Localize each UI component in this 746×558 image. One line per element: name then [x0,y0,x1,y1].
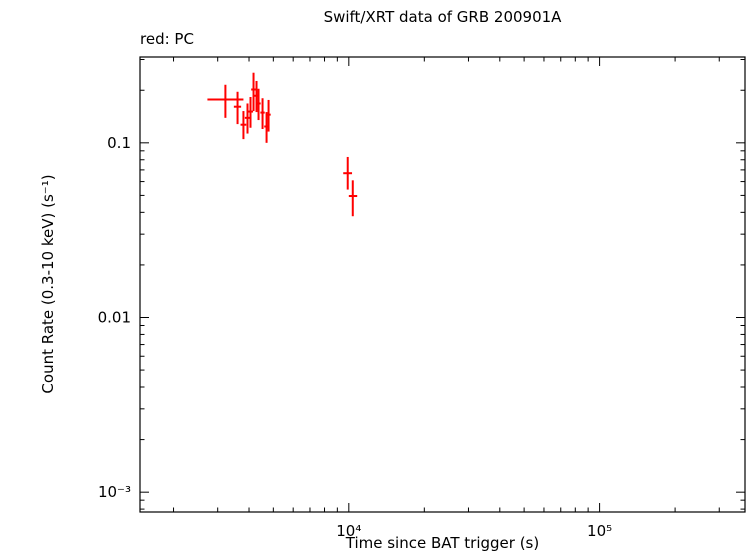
data-point [240,111,247,140]
x-tick-label: 10⁴ [336,522,361,540]
data-point [233,91,242,125]
data-point [244,103,251,134]
x-axis-label: Time since BAT trigger (s) [345,534,540,552]
mode-legend-label: red: PC [140,30,194,48]
y-tick-label: 10⁻³ [98,483,131,501]
data-point [260,98,265,129]
data-point [266,99,271,132]
data-point [343,156,353,190]
data-point [256,88,261,121]
data-point [247,96,254,128]
y-axis-label: Count Rate (0.3-10 keV) (s⁻¹) [39,174,57,394]
chart-title: Swift/XRT data of GRB 200901A [323,8,562,26]
data-point [348,180,358,217]
plot-frame [139,56,746,513]
data-point [251,72,256,112]
x-tick-label: 10⁵ [587,522,612,540]
y-tick-label: 0.01 [98,309,131,327]
y-tick-label: 0.1 [107,134,131,152]
